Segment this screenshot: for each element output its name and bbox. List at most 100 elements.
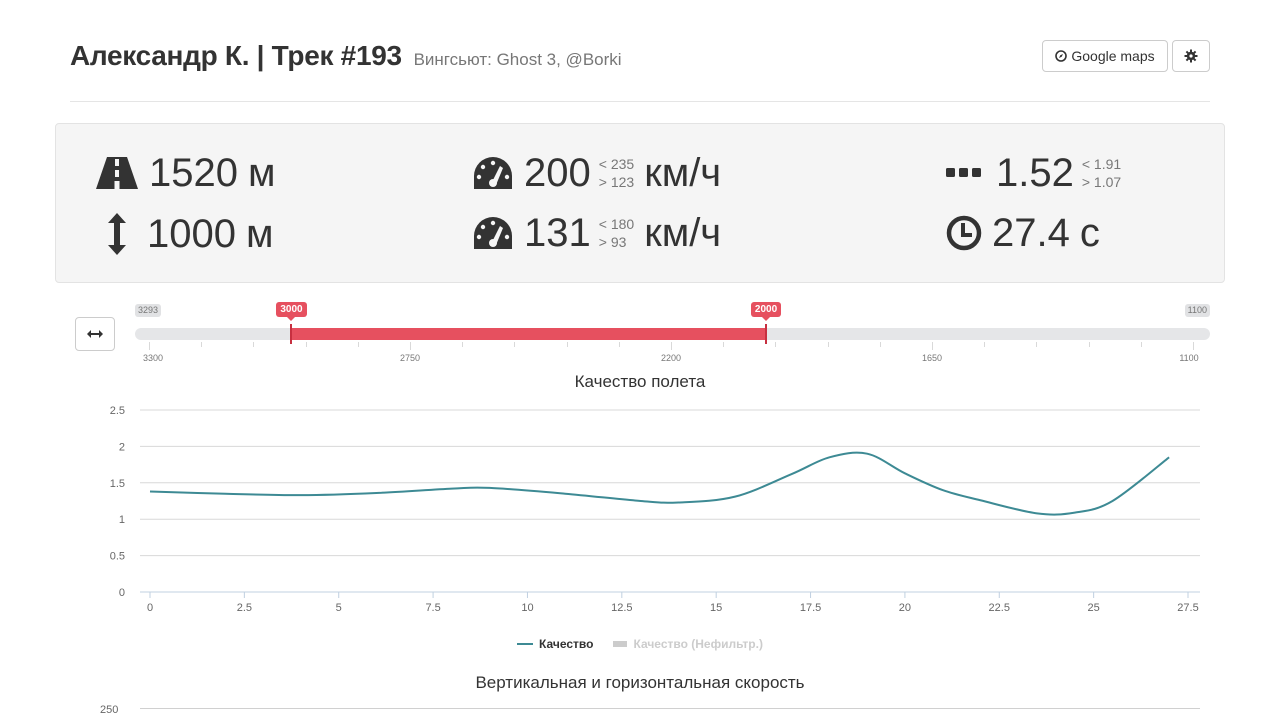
google-maps-label: Google maps: [1071, 48, 1155, 64]
speed-chart-gridline: [140, 708, 1200, 709]
range-tick: [462, 342, 464, 347]
compass-icon: [1055, 50, 1068, 62]
range-to-handle[interactable]: [764, 324, 767, 344]
x-tick-label: 27.5: [1177, 602, 1198, 614]
range-tick: [149, 342, 150, 350]
legend-swatch-quality-raw: [613, 641, 628, 647]
glide-value: 1.52: [996, 151, 1074, 195]
x-tick-label: 22.5: [989, 602, 1010, 614]
range-tick: [410, 342, 411, 350]
legend-item-quality[interactable]: Качество: [517, 637, 593, 651]
range-tick: [253, 342, 255, 347]
range-tick: [1088, 342, 1090, 347]
range-tick-label: 2200: [660, 353, 682, 363]
road-icon: [96, 157, 138, 189]
stat-horizontal-speed: 200 < 235 > 123 км/ч: [472, 153, 721, 193]
y-tick-label: 0.5: [110, 551, 125, 563]
range-tick-label: 3300: [142, 353, 164, 363]
quality-series-line: [149, 451, 1170, 516]
h-speed-unit: км/ч: [644, 151, 722, 195]
h-speed-min: > 123: [598, 174, 635, 190]
track-title: Александр К. | Трек #193: [70, 40, 402, 71]
vertical-arrows-icon: [108, 213, 126, 255]
gear-icon: [1184, 49, 1198, 63]
y-tick-label: 0: [119, 587, 125, 599]
x-tick-label: 7.5: [425, 602, 440, 614]
time-unit: с: [1079, 211, 1100, 255]
x-tick-label: 17.5: [800, 602, 821, 614]
stat-distance: 1520 м: [95, 153, 275, 193]
glide-range: < 1.91 > 1.07: [1082, 155, 1121, 191]
v-speed-value: 131: [524, 211, 591, 255]
settings-button[interactable]: [1172, 40, 1210, 72]
glide-min: > 1.07: [1081, 174, 1122, 190]
x-tick-label: 12.5: [611, 602, 632, 614]
h-speed-value: 200: [524, 151, 591, 195]
range-tick: [671, 342, 672, 350]
y-tick-label: 1: [119, 514, 125, 526]
distance-unit: м: [247, 151, 276, 195]
legend-label-quality-raw: Качество (Нефильтр.): [633, 637, 763, 651]
range-tick-label: 1100: [1179, 353, 1199, 363]
range-tick: [723, 342, 725, 347]
height-value: 1000: [147, 212, 236, 256]
range-tick: [984, 342, 986, 347]
range-tick: [514, 342, 516, 347]
range-tick: [1036, 342, 1038, 347]
range-to-label: 2000: [750, 302, 782, 321]
x-tick-label: 10: [521, 602, 533, 614]
page-title: Александр К. | Трек #193 Вингсьют: Ghost…: [70, 40, 622, 72]
range-tick: [1193, 342, 1194, 350]
x-tick-label: 25: [1088, 602, 1100, 614]
range-tick: [827, 342, 829, 347]
reset-range-button[interactable]: [75, 317, 115, 351]
glide-max: < 1.91: [1081, 156, 1122, 172]
legend-swatch-quality: [517, 643, 534, 645]
distance-value: 1520: [149, 151, 238, 195]
range-tick-label: 1650: [921, 353, 943, 363]
range-selection: [291, 328, 766, 340]
h-speed-range: < 235 > 123: [599, 155, 634, 191]
range-tick: [566, 342, 568, 347]
y-tick-label: 2.5: [110, 405, 125, 417]
speed-chart-title: Вертикальная и горизонтальная скорость: [475, 673, 805, 692]
range-tick: [357, 342, 359, 347]
range-tick: [305, 342, 307, 347]
x-tick-label: 2.5: [237, 602, 252, 614]
dashboard-icon: [474, 157, 512, 189]
y-tick-label: 1.5: [110, 478, 125, 490]
clock-icon: [946, 215, 982, 251]
x-tick-label: 0: [147, 602, 153, 614]
range-tick: [775, 342, 777, 347]
range-tick: [618, 342, 620, 347]
range-min-label: 3293: [135, 304, 162, 317]
quality-chart-legend: Качество Качество (Нефильтр.): [0, 637, 1280, 651]
y-tick-label: 2: [119, 441, 125, 453]
range-tick: [879, 342, 881, 347]
v-speed-unit: км/ч: [644, 211, 722, 255]
range-max-label: 1100: [1184, 304, 1210, 317]
h-speed-max: < 235: [598, 156, 635, 172]
time-value: 27.4: [992, 211, 1070, 255]
x-tick-label: 5: [336, 602, 342, 614]
range-tick-label: 2750: [399, 353, 421, 363]
range-from-handle[interactable]: [290, 324, 293, 344]
dashboard-icon: [474, 217, 512, 249]
range-tick: [201, 342, 203, 347]
stat-height: 1000 м: [107, 213, 273, 255]
legend-label-quality: Качество: [539, 637, 594, 651]
height-unit: м: [245, 212, 274, 256]
google-maps-button[interactable]: Google maps: [1042, 40, 1168, 72]
range-tick: [932, 342, 933, 350]
range-from-label: 3000: [276, 302, 307, 321]
quality-chart-title: Качество полета: [574, 372, 706, 391]
x-tick-label: 15: [710, 602, 722, 614]
x-tick-label: 20: [899, 602, 911, 614]
legend-item-quality-raw[interactable]: Качество (Нефильтр.): [613, 637, 763, 651]
range-tick: [1140, 342, 1142, 347]
v-speed-max: < 180: [598, 216, 635, 232]
stat-time: 27.4 с: [946, 213, 1100, 253]
v-speed-min: > 93: [598, 234, 627, 250]
v-speed-range: < 180 > 93: [599, 215, 634, 251]
stat-vertical-speed: 131 < 180 > 93 км/ч: [472, 213, 721, 253]
